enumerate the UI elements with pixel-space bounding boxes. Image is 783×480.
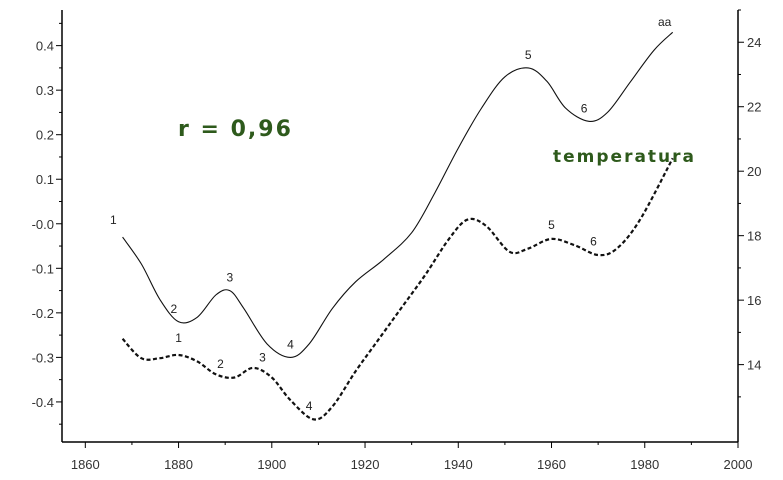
x-tick-label: 1940 <box>444 457 473 472</box>
x-tick-label: 1960 <box>537 457 566 472</box>
x-tick-label: 1900 <box>257 457 286 472</box>
point-label-aa-6: 6 <box>581 101 588 115</box>
left-y-tick-label: -0.3 <box>32 350 54 365</box>
legend-label-aa: aa <box>658 15 672 29</box>
x-tick-label: 1980 <box>630 457 659 472</box>
left-y-tick-label: 0.3 <box>36 83 54 98</box>
right-y-tick-label: 16 <box>747 293 761 308</box>
left-y-tick-label: -0.4 <box>32 395 54 410</box>
point-label-aa-5: 5 <box>525 48 532 62</box>
point-label-aa-3: 3 <box>226 271 233 285</box>
point-label-temperatura-3: 3 <box>259 350 266 364</box>
left-y-tick-label: -0.1 <box>32 261 54 276</box>
legend-label-temperatura: temperatura <box>553 147 696 167</box>
left-y-tick-label: 0.2 <box>36 128 54 143</box>
x-tick-label: 2000 <box>724 457 753 472</box>
right-y-tick-label: 24 <box>747 35 761 50</box>
left-y-tick-label: -0.0 <box>32 217 54 232</box>
point-label-temperatura-5: 5 <box>548 218 555 232</box>
axes: 1860 1880 1900 1920 1940 1960 1980 2000 0.4 0.3 0.… <box>32 9 761 472</box>
right-y-tick-label: 18 <box>747 229 761 244</box>
point-label-temperatura-2: 2 <box>217 357 224 371</box>
right-y-tick-label: 14 <box>747 358 761 373</box>
series-line-temperatura <box>121 157 674 421</box>
right-y-tick-label: 22 <box>747 100 761 115</box>
correlation-annotation: r = 0,96 <box>178 117 293 142</box>
point-label-temperatura-6: 6 <box>590 234 597 248</box>
x-tick-label: 1860 <box>71 457 100 472</box>
left-y-tick-label: 0.1 <box>36 172 54 187</box>
right-y-tick-label: 20 <box>747 164 761 179</box>
x-tick-label: 1880 <box>164 457 193 472</box>
point-label-aa-2: 2 <box>171 302 178 316</box>
series-layer <box>121 31 674 421</box>
series-line-aa <box>122 31 674 358</box>
left-y-tick-label: -0.2 <box>32 306 54 321</box>
left-y-tick-label: 0.4 <box>36 39 54 54</box>
point-labels-layer: 1 2 3 4 5 6 1 2 3 4 5 6 <box>110 48 597 413</box>
point-label-aa-4: 4 <box>287 337 294 351</box>
point-label-temperatura-1: 1 <box>175 331 182 345</box>
point-label-aa-1: 1 <box>110 213 117 227</box>
x-tick-label: 1920 <box>351 457 380 472</box>
point-label-temperatura-4: 4 <box>306 399 313 413</box>
